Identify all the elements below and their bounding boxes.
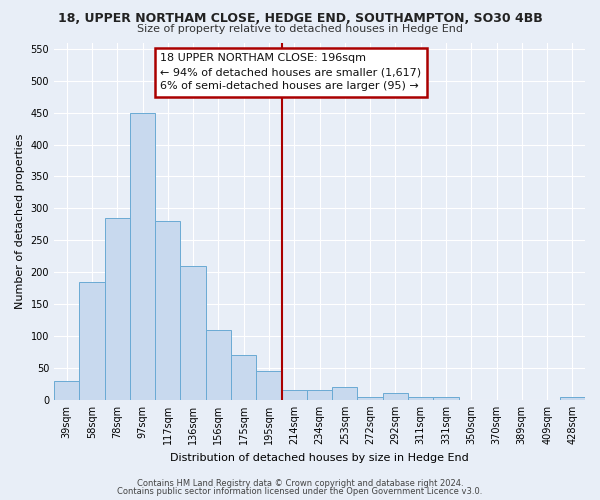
Bar	[307, 390, 332, 400]
X-axis label: Distribution of detached houses by size in Hedge End: Distribution of detached houses by size …	[170, 452, 469, 462]
Bar	[54, 380, 79, 400]
Bar	[256, 371, 281, 400]
Bar	[155, 221, 181, 400]
Bar	[433, 396, 458, 400]
Bar	[281, 390, 307, 400]
Text: Contains public sector information licensed under the Open Government Licence v3: Contains public sector information licen…	[118, 487, 482, 496]
Bar	[408, 396, 433, 400]
Text: Contains HM Land Registry data © Crown copyright and database right 2024.: Contains HM Land Registry data © Crown c…	[137, 478, 463, 488]
Text: 18, UPPER NORTHAM CLOSE, HEDGE END, SOUTHAMPTON, SO30 4BB: 18, UPPER NORTHAM CLOSE, HEDGE END, SOUT…	[58, 12, 542, 26]
Text: Size of property relative to detached houses in Hedge End: Size of property relative to detached ho…	[137, 24, 463, 34]
Text: 18 UPPER NORTHAM CLOSE: 196sqm
← 94% of detached houses are smaller (1,617)
6% o: 18 UPPER NORTHAM CLOSE: 196sqm ← 94% of …	[160, 54, 421, 92]
Bar	[332, 387, 358, 400]
Bar	[560, 396, 585, 400]
Bar	[130, 112, 155, 400]
Bar	[79, 282, 104, 400]
Bar	[383, 394, 408, 400]
Bar	[358, 396, 383, 400]
Bar	[104, 218, 130, 400]
Bar	[181, 266, 206, 400]
Bar	[231, 355, 256, 400]
Y-axis label: Number of detached properties: Number of detached properties	[15, 134, 25, 309]
Bar	[206, 330, 231, 400]
